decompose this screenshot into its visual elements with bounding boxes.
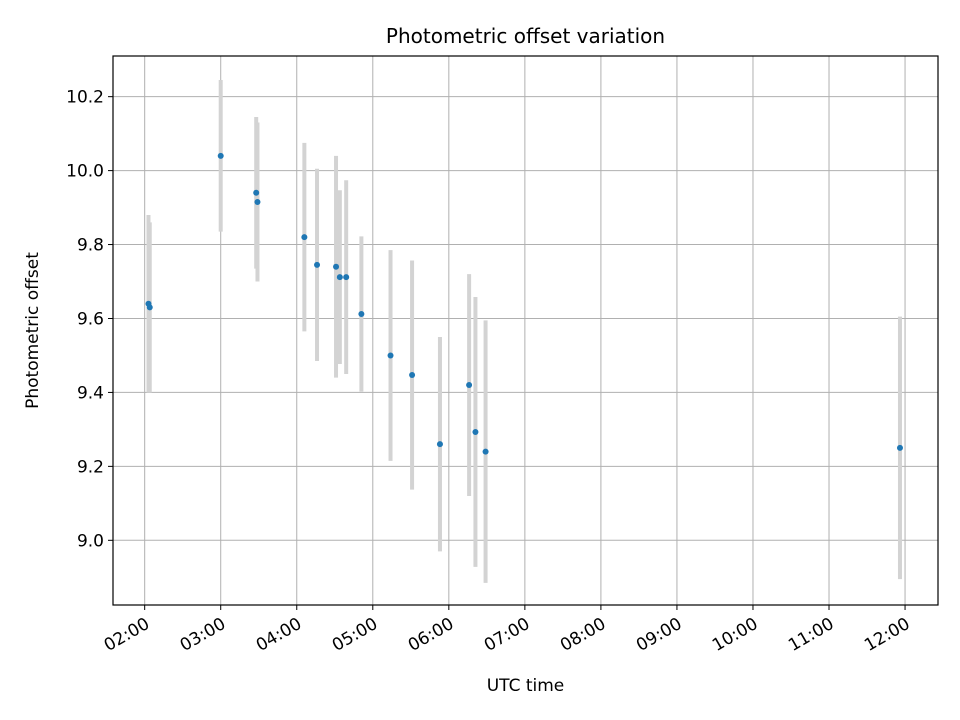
data-point: [254, 199, 261, 206]
y-tick-label: 10.2: [66, 88, 104, 108]
x-axis-label: UTC time: [487, 676, 565, 696]
gridlines: [113, 56, 938, 605]
plot-frame: [112, 55, 939, 606]
data-point: [409, 372, 416, 379]
data-point: [436, 441, 443, 448]
data-point: [472, 428, 479, 435]
y-axis-label: Photometric offset: [23, 252, 43, 409]
data-point: [358, 311, 365, 318]
data-point: [333, 263, 340, 270]
data-point: [336, 274, 343, 281]
data-point: [896, 444, 903, 451]
y-tick-label: 10.0: [66, 162, 104, 182]
data-point: [253, 189, 260, 196]
data-point: [482, 448, 489, 455]
y-tick-label: 9.0: [77, 531, 104, 551]
data-point: [387, 352, 394, 359]
chart-title: Photometric offset variation: [386, 24, 665, 48]
y-tick-label: 9.2: [77, 457, 104, 477]
data-point: [466, 382, 473, 389]
y-tick-label: 9.8: [77, 236, 104, 256]
data-points: [145, 152, 903, 455]
y-axis-ticks: 9.0 9.2 9.4 9.6 9.8 10.0 10.2: [66, 88, 113, 551]
y-tick-label: 9.4: [77, 383, 104, 403]
data-point: [301, 234, 308, 241]
data-point: [217, 152, 224, 159]
data-point: [314, 261, 321, 268]
y-tick-label: 9.6: [77, 309, 104, 329]
data-point: [146, 304, 153, 311]
data-point: [343, 274, 350, 281]
